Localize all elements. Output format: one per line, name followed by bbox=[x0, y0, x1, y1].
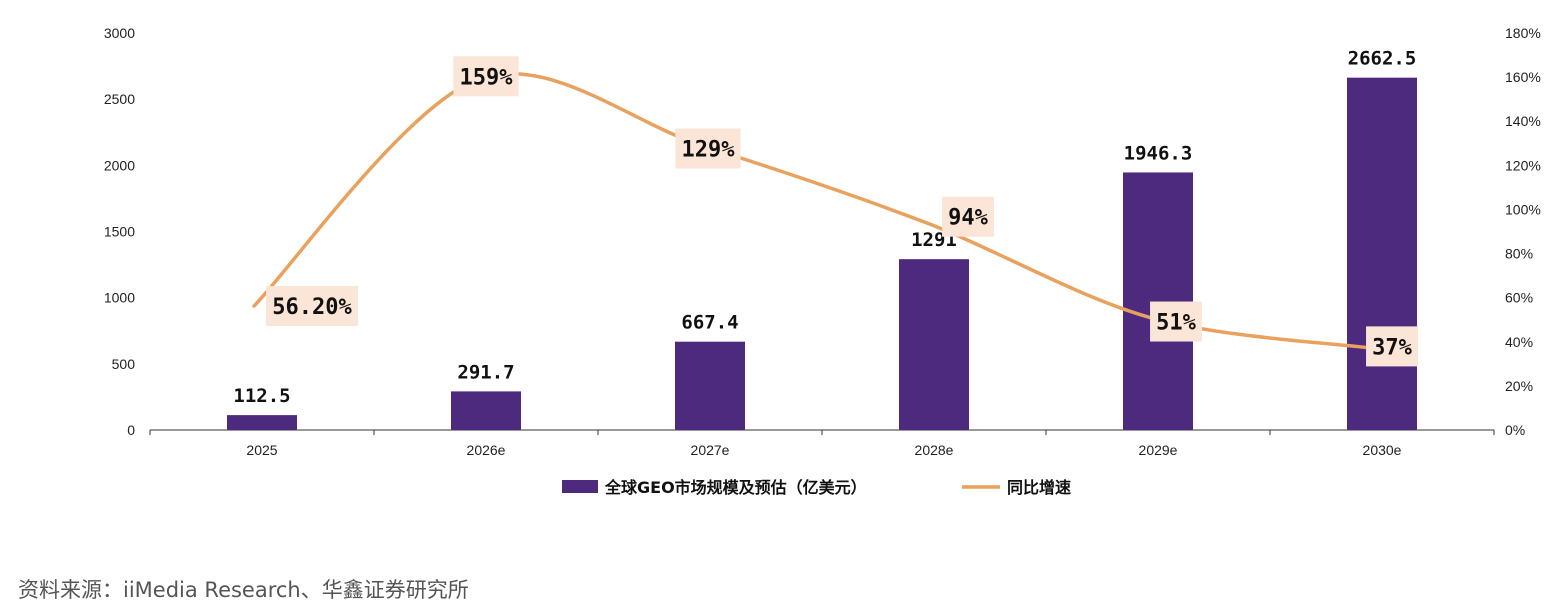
y-left-tick-label: 2500 bbox=[104, 91, 135, 107]
growth-value-label: 51% bbox=[1156, 311, 1196, 336]
bar bbox=[1123, 172, 1193, 430]
bar-value-label: 2662.5 bbox=[1348, 48, 1417, 70]
x-tick-label: 2025 bbox=[246, 442, 277, 458]
y-right-tick-label: 20% bbox=[1505, 378, 1533, 394]
y-left-tick-label: 1000 bbox=[104, 290, 135, 306]
bar-value-label: 112.5 bbox=[233, 385, 290, 407]
source-note: 资料来源：iiMedia Research、华鑫证券研究所 bbox=[18, 578, 469, 602]
bar bbox=[1347, 77, 1417, 430]
bar-value-label: 1946.3 bbox=[1124, 142, 1193, 164]
bar bbox=[675, 341, 745, 430]
growth-label-box bbox=[1150, 301, 1202, 342]
bar bbox=[899, 259, 969, 430]
x-tick-label: 2030e bbox=[1363, 442, 1402, 458]
growth-line bbox=[252, 72, 1376, 351]
bar-value-label: 291.7 bbox=[457, 361, 514, 383]
y-right-tick-label: 0% bbox=[1505, 422, 1525, 438]
growth-value-label: 159% bbox=[460, 65, 514, 90]
bar-value-label: 667.4 bbox=[681, 312, 738, 334]
y-right-tick-label: 180% bbox=[1505, 25, 1541, 41]
growth-value-label: 129% bbox=[682, 137, 736, 162]
data-labels: 112.5291.7667.412911946.32662.556.20%159… bbox=[233, 48, 1418, 407]
bar bbox=[451, 391, 521, 430]
y-right-tick-label: 100% bbox=[1505, 201, 1541, 217]
y-right-tick-label: 60% bbox=[1505, 290, 1533, 306]
growth-value-label: 37% bbox=[1372, 335, 1412, 360]
y-right-tick-label: 80% bbox=[1505, 246, 1533, 262]
bar-series bbox=[227, 77, 1417, 430]
legend-bar-label: 全球GEO市场规模及预估（亿美元） bbox=[604, 478, 867, 497]
y-right-tick-label: 160% bbox=[1505, 69, 1541, 85]
x-tick-label: 2029e bbox=[1139, 442, 1178, 458]
x-tick-label: 2027e bbox=[691, 442, 730, 458]
growth-value-label: 56.20% bbox=[272, 295, 352, 320]
legend-bar-swatch bbox=[562, 480, 598, 493]
legend: 全球GEO市场规模及预估（亿美元） 同比增速 bbox=[562, 478, 1071, 497]
y-left-tick-label: 500 bbox=[112, 356, 136, 372]
growth-label-box bbox=[675, 128, 741, 169]
growth-line-series bbox=[252, 72, 1376, 351]
y-left-tick-label: 1500 bbox=[104, 224, 135, 240]
y-right-tick-label: 120% bbox=[1505, 157, 1541, 173]
y-right-tick-label: 40% bbox=[1505, 334, 1533, 350]
x-tick-label: 2028e bbox=[915, 442, 954, 458]
axes: 2025 2026e 2027e 2028e 2029e 2030e 0 500 1000 150… bbox=[104, 25, 1541, 458]
growth-label-box bbox=[266, 286, 358, 327]
growth-value-label: 94% bbox=[948, 206, 988, 231]
y-left-tick-label: 2000 bbox=[104, 157, 135, 173]
y-right-tick-label: 140% bbox=[1505, 113, 1541, 129]
y-left-tick-label: 3000 bbox=[104, 25, 135, 41]
growth-label-box bbox=[1366, 326, 1418, 367]
bar bbox=[227, 415, 297, 430]
x-tick-label: 2026e bbox=[467, 442, 506, 458]
growth-label-box bbox=[453, 56, 519, 97]
legend-line-label: 同比增速 bbox=[1007, 478, 1071, 497]
growth-label-box bbox=[942, 196, 994, 237]
y-left-tick-label: 0 bbox=[127, 422, 135, 438]
